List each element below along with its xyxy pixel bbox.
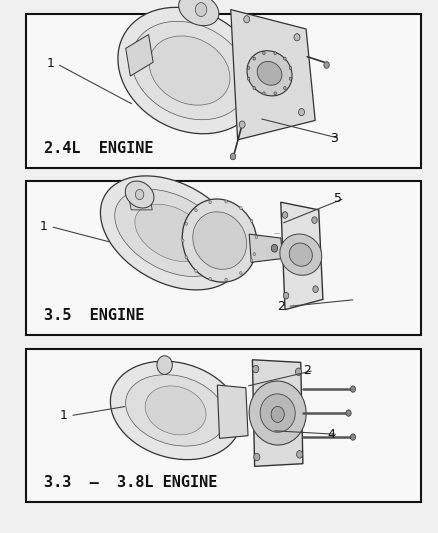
Ellipse shape bbox=[279, 234, 321, 275]
Ellipse shape bbox=[178, 0, 219, 26]
Text: 5: 5 bbox=[333, 192, 341, 205]
Circle shape bbox=[293, 34, 299, 41]
Circle shape bbox=[194, 269, 197, 272]
Text: 1: 1 bbox=[46, 58, 54, 70]
Circle shape bbox=[250, 259, 252, 262]
Text: 4: 4 bbox=[327, 428, 335, 441]
Circle shape bbox=[239, 271, 241, 274]
Circle shape bbox=[283, 292, 288, 299]
Circle shape bbox=[350, 386, 355, 392]
Circle shape bbox=[239, 207, 241, 209]
Text: 2.4L  ENGINE: 2.4L ENGINE bbox=[44, 141, 153, 156]
Ellipse shape bbox=[260, 394, 294, 432]
Circle shape bbox=[224, 278, 227, 281]
Circle shape bbox=[345, 410, 350, 416]
Ellipse shape bbox=[118, 7, 261, 134]
Circle shape bbox=[208, 277, 211, 280]
Circle shape bbox=[243, 15, 249, 23]
Ellipse shape bbox=[247, 51, 291, 96]
Circle shape bbox=[273, 92, 276, 95]
Circle shape bbox=[184, 256, 187, 259]
Bar bbox=[26, 14, 420, 168]
Circle shape bbox=[262, 52, 265, 55]
Circle shape bbox=[273, 52, 276, 55]
Circle shape bbox=[283, 86, 286, 90]
Circle shape bbox=[157, 356, 172, 374]
Circle shape bbox=[289, 67, 291, 69]
Ellipse shape bbox=[100, 176, 241, 290]
Ellipse shape bbox=[257, 61, 281, 85]
Circle shape bbox=[252, 57, 255, 60]
Polygon shape bbox=[125, 35, 153, 76]
Ellipse shape bbox=[182, 199, 257, 282]
Circle shape bbox=[283, 57, 286, 60]
Bar bbox=[26, 349, 420, 502]
Text: 1: 1 bbox=[40, 220, 48, 233]
Circle shape bbox=[289, 77, 291, 80]
Ellipse shape bbox=[192, 212, 246, 269]
Circle shape bbox=[323, 62, 328, 68]
Ellipse shape bbox=[145, 386, 205, 435]
Ellipse shape bbox=[149, 36, 230, 105]
Circle shape bbox=[282, 212, 287, 219]
Text: 1: 1 bbox=[60, 409, 67, 422]
Circle shape bbox=[252, 86, 255, 90]
Circle shape bbox=[295, 368, 301, 375]
Circle shape bbox=[184, 222, 187, 225]
Circle shape bbox=[230, 153, 235, 160]
Circle shape bbox=[298, 109, 304, 116]
Polygon shape bbox=[230, 10, 314, 140]
Circle shape bbox=[224, 200, 227, 203]
Polygon shape bbox=[129, 198, 152, 210]
Ellipse shape bbox=[289, 243, 311, 266]
Text: 2: 2 bbox=[303, 364, 311, 377]
Circle shape bbox=[253, 453, 259, 461]
Ellipse shape bbox=[110, 361, 240, 459]
Circle shape bbox=[296, 450, 302, 458]
Circle shape bbox=[135, 189, 144, 200]
Text: 2: 2 bbox=[276, 300, 284, 313]
Circle shape bbox=[247, 67, 249, 69]
Circle shape bbox=[312, 286, 318, 293]
Circle shape bbox=[239, 121, 244, 128]
Circle shape bbox=[181, 239, 184, 242]
Circle shape bbox=[194, 208, 197, 212]
Circle shape bbox=[252, 365, 258, 373]
Text: 3.5  ENGINE: 3.5 ENGINE bbox=[44, 308, 144, 323]
Ellipse shape bbox=[125, 375, 225, 446]
Circle shape bbox=[250, 219, 252, 222]
Text: 3.3  –  3.8L ENGINE: 3.3 – 3.8L ENGINE bbox=[44, 475, 217, 490]
Circle shape bbox=[311, 217, 317, 223]
Ellipse shape bbox=[249, 381, 305, 445]
Circle shape bbox=[262, 92, 265, 95]
Bar bbox=[26, 181, 420, 335]
Circle shape bbox=[254, 236, 257, 239]
Polygon shape bbox=[249, 234, 282, 262]
Polygon shape bbox=[217, 385, 247, 438]
Ellipse shape bbox=[134, 204, 207, 262]
Circle shape bbox=[252, 253, 255, 256]
Polygon shape bbox=[280, 202, 322, 310]
Circle shape bbox=[247, 77, 249, 80]
Circle shape bbox=[195, 3, 206, 17]
Ellipse shape bbox=[125, 181, 154, 208]
Circle shape bbox=[208, 201, 211, 204]
Ellipse shape bbox=[114, 189, 227, 277]
Circle shape bbox=[271, 406, 284, 422]
Ellipse shape bbox=[131, 21, 247, 120]
Circle shape bbox=[350, 434, 355, 440]
Circle shape bbox=[271, 245, 277, 252]
Text: 3: 3 bbox=[329, 132, 337, 145]
Polygon shape bbox=[252, 360, 302, 466]
